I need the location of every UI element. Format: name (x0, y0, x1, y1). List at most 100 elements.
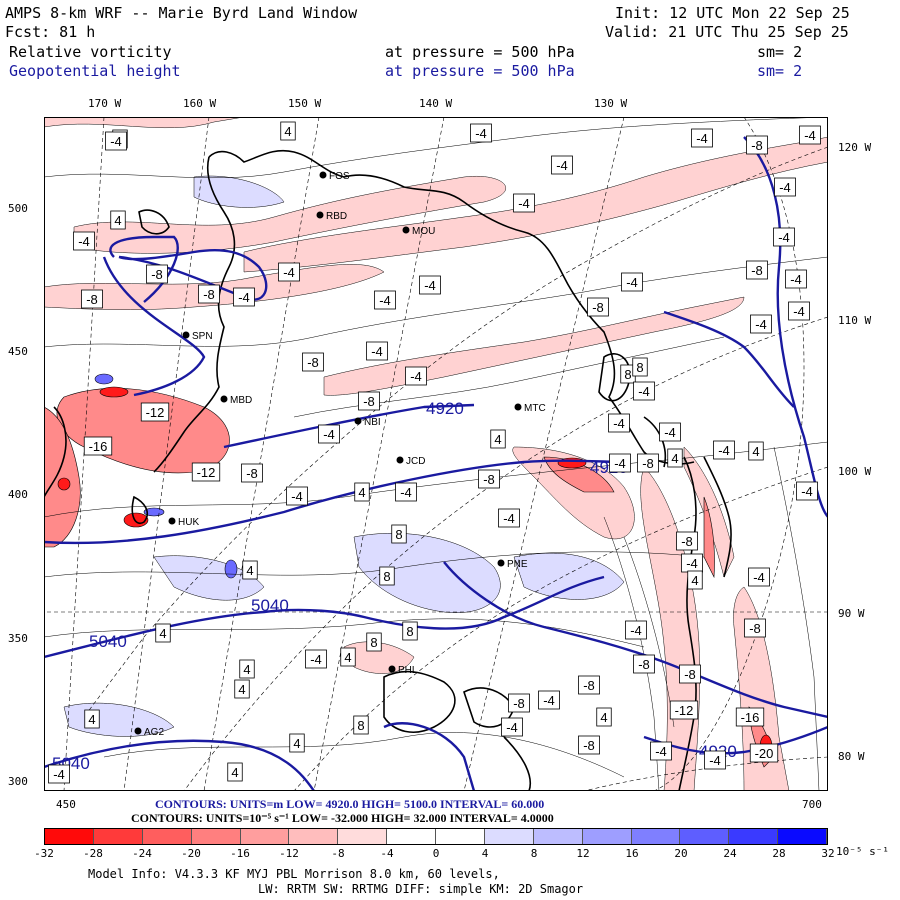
vorticity-label: -4 (718, 443, 730, 458)
height-label: 5040 (89, 632, 127, 651)
vorticity-label: -8 (583, 678, 595, 693)
vorticity-label: -4 (424, 278, 436, 293)
station-dot (316, 211, 324, 219)
lon-label-130w: 130 W (594, 97, 628, 110)
vorticity-label: -16 (89, 439, 108, 454)
vorticity-label: -4 (506, 720, 518, 735)
field2-smoothing: sm= 2 (757, 62, 803, 80)
vorticity-label: -4 (638, 384, 650, 399)
vorticity-contour-info: CONTOURS: UNITS=10⁻⁵ s⁻¹ LOW= -32.000 HI… (131, 811, 554, 825)
vorticity-label-box (551, 155, 573, 175)
height-label: 4920 (426, 399, 464, 418)
field2-name: Geopotential height (9, 62, 181, 80)
vorticity-label: -8 (751, 263, 763, 278)
vorticity-label-box (513, 193, 535, 213)
vorticity-label-box (366, 341, 388, 361)
vorticity-label: 4 (243, 662, 250, 677)
lon-label-120w: 120 W (838, 141, 872, 154)
vorticity-label: 4 (344, 650, 351, 665)
vorticity-label-box (490, 429, 506, 449)
vorticity-label-box (578, 735, 600, 755)
vorticity-label-box (419, 275, 441, 295)
vorticity-label-box (501, 717, 523, 737)
vorticity-label-box (633, 654, 655, 674)
vorticity-label: -8 (642, 456, 654, 471)
colorbar-tick-label: -24 (132, 847, 152, 860)
lon-label-170w: 170 W (88, 97, 122, 110)
vorticity-label-box (354, 482, 370, 502)
colorbar-tick-label: 20 (674, 847, 688, 860)
vorticity-label: -4 (400, 485, 412, 500)
vorticity-label-box (659, 422, 681, 442)
vorticity-label: 4 (494, 432, 501, 447)
vorticity-label-box (746, 260, 768, 280)
vorticity-label-box (669, 700, 699, 720)
vorticity-label-box (679, 664, 701, 684)
height-contour-labels: 4920 4920 5040 5040 5040 4920 (52, 399, 737, 773)
colorbar-labels: -32 -28 -24 -20 -16 -12 -8 -4 0 4 8 12 16 20 24 28 32 (34, 847, 835, 861)
vorticity-label-box (391, 524, 407, 544)
vorticity-label-box (241, 463, 263, 483)
vorticity-label-box (73, 231, 95, 251)
lon-label-140w: 140 W (419, 97, 453, 110)
colorbar-tick-label: -28 (83, 847, 103, 860)
grid-x-700: 700 (802, 798, 822, 811)
grid-x-450: 450 (56, 798, 76, 811)
vorticity-label: 8 (357, 718, 364, 733)
field1-smoothing: sm= 2 (757, 43, 803, 61)
colorbar-swatch (289, 829, 339, 844)
vorticity-label: -8 (684, 667, 696, 682)
colorbar-swatch (533, 829, 583, 844)
vorticity-label: -4 (78, 234, 90, 249)
vorticity-label: -8 (749, 621, 761, 636)
vorticity-label: -8 (583, 738, 595, 753)
colorbar-swatch (680, 829, 730, 844)
vorticity-label: -8 (681, 534, 693, 549)
vorticity-label: -4 (503, 511, 515, 526)
colorbar-tick-label: 12 (576, 847, 590, 860)
vorticity-label: -8 (483, 472, 495, 487)
vorticity-label-box (578, 675, 600, 695)
vorticity-label-box (110, 210, 126, 230)
vorticity-label-box (353, 715, 369, 735)
vorticity-label-box (667, 448, 683, 468)
negative-vorticity-shading (44, 117, 828, 791)
vorticity-label-box (81, 289, 103, 309)
vorticity-label-box (796, 481, 818, 501)
vorticity-label: 4 (358, 485, 365, 500)
vorticity-label: -20 (755, 746, 774, 761)
vorticity-label-box (286, 486, 308, 506)
colorbar-tick-label: 28 (772, 847, 786, 860)
colorbar-swatch (436, 829, 485, 844)
vorticity-label-box (785, 269, 807, 289)
colorbar-swatch (45, 829, 94, 844)
vorticity-label: -8 (203, 287, 215, 302)
station-label: NBI (364, 417, 381, 428)
lon-label-100w: 100 W (838, 465, 872, 478)
station-dot (497, 559, 505, 567)
vorticity-label: 8 (624, 367, 631, 382)
vorticity-label-box (799, 125, 821, 145)
vorticity-label-box (358, 391, 380, 411)
station-dot (134, 727, 142, 735)
colorbar-tick-label: 4 (481, 847, 489, 860)
vorticity-label-box (405, 366, 427, 386)
vorticity-label: -8 (638, 657, 650, 672)
vorticity-label: -8 (751, 138, 763, 153)
vorticity-label-box (198, 284, 220, 304)
vorticity-label-box (84, 709, 100, 729)
vorticity-label: -4 (790, 272, 802, 287)
colorbar-tick-label: -16 (230, 847, 250, 860)
vorticity-label: -4 (696, 131, 708, 146)
vorticity-label-box (625, 620, 647, 640)
station-dot (388, 665, 396, 673)
station-label: HUK (178, 517, 199, 528)
colorbar-tick-label: -32 (34, 847, 54, 860)
vorticity-label: -16 (741, 710, 760, 725)
lon-label-150w: 150 W (288, 97, 322, 110)
vorticity-label-box (621, 272, 643, 292)
station-label: RBD (326, 211, 347, 222)
station-dot (396, 456, 404, 464)
vorticity-label-box (191, 462, 221, 482)
vorticity-label-box (105, 131, 127, 151)
